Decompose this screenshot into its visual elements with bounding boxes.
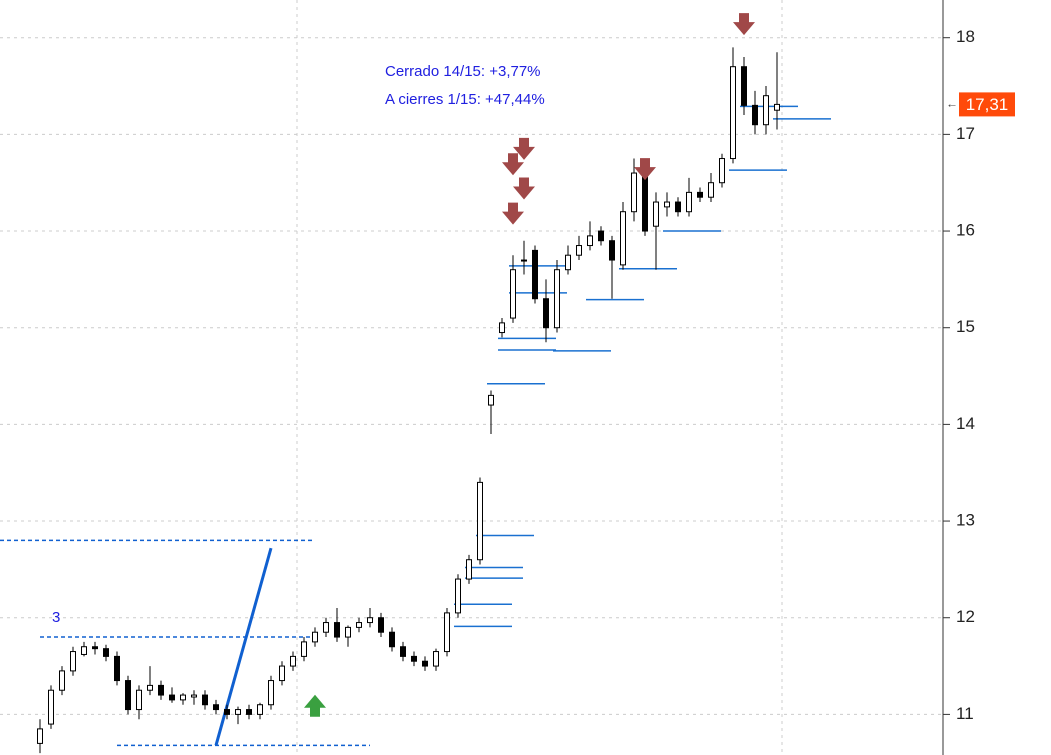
sell-signal bbox=[733, 13, 755, 36]
candle-body bbox=[719, 158, 725, 184]
candle-body bbox=[730, 66, 736, 160]
candle-body bbox=[741, 66, 747, 106]
candle-body bbox=[224, 709, 230, 715]
y-tick-label: 13 bbox=[956, 511, 975, 530]
candle-body bbox=[521, 259, 527, 262]
candle-body bbox=[213, 704, 219, 711]
sell-signal bbox=[502, 202, 524, 225]
price-tag bbox=[959, 92, 1015, 117]
sell-signal bbox=[634, 158, 656, 181]
trend-line bbox=[214, 547, 273, 746]
candle-body bbox=[114, 655, 120, 682]
candle-body bbox=[334, 622, 340, 638]
price-pointer: ← bbox=[946, 97, 958, 111]
candle-body bbox=[37, 728, 43, 744]
candle-body bbox=[169, 694, 175, 701]
y-tick-label: 12 bbox=[956, 607, 975, 626]
marker-label: 3 bbox=[52, 609, 60, 626]
y-tick-label: 18 bbox=[956, 27, 975, 46]
candle-body bbox=[92, 646, 98, 650]
candle-body bbox=[774, 103, 780, 111]
y-tick-label: 16 bbox=[956, 221, 975, 240]
candle-body bbox=[158, 684, 164, 696]
candle-body bbox=[235, 709, 241, 715]
candle-body bbox=[686, 191, 692, 213]
y-tick-label: 11 bbox=[956, 704, 974, 723]
candle-body bbox=[147, 684, 153, 691]
candle-body bbox=[598, 230, 604, 242]
candle-body bbox=[422, 660, 428, 667]
candle-body bbox=[70, 651, 76, 672]
annotation: A cierres 1/15: +47,44% bbox=[385, 91, 545, 108]
candle-body bbox=[48, 689, 54, 725]
candle-body bbox=[411, 655, 417, 662]
candle-body bbox=[466, 559, 472, 580]
sell-signal bbox=[502, 153, 524, 176]
candle-body bbox=[246, 709, 252, 715]
candle-body bbox=[279, 665, 285, 682]
candle-body bbox=[367, 617, 373, 624]
candle-body bbox=[653, 201, 659, 227]
candle-body bbox=[301, 641, 307, 657]
candle-body bbox=[587, 235, 593, 247]
y-tick-label: 17 bbox=[956, 124, 975, 143]
candle-body bbox=[565, 254, 571, 271]
candle-body bbox=[136, 689, 142, 711]
candle-body bbox=[444, 612, 450, 653]
candle-body bbox=[477, 481, 483, 561]
axis-panel bbox=[944, 0, 1051, 755]
candle-body bbox=[268, 680, 274, 706]
candle-body bbox=[202, 694, 208, 706]
price-tag-label: 17,31 bbox=[966, 95, 1009, 114]
sell-signal bbox=[513, 177, 535, 200]
candle-body bbox=[378, 617, 384, 633]
candle-body bbox=[312, 631, 318, 643]
candle-body bbox=[389, 631, 395, 648]
annotation: Cerrado 14/15: +3,77% bbox=[385, 63, 541, 80]
y-tick-label: 14 bbox=[956, 414, 975, 433]
candle-body bbox=[323, 622, 329, 633]
candle-body bbox=[554, 269, 560, 329]
candle-body bbox=[576, 245, 582, 256]
candle-body bbox=[664, 201, 670, 208]
candle-body bbox=[290, 655, 296, 667]
candle-body bbox=[510, 269, 516, 319]
candle-body bbox=[631, 172, 637, 213]
sell-signal bbox=[513, 137, 535, 160]
candle-body bbox=[180, 694, 186, 701]
candle-body bbox=[543, 298, 549, 329]
candle-body bbox=[356, 622, 362, 628]
candle-body bbox=[400, 646, 406, 657]
candle-body bbox=[620, 211, 626, 266]
candle-body bbox=[345, 626, 351, 638]
candle-body bbox=[697, 191, 703, 198]
candle-body bbox=[708, 182, 714, 198]
candle-body bbox=[59, 670, 65, 691]
candle-body bbox=[763, 95, 769, 126]
candle-body bbox=[125, 680, 131, 711]
candle-body bbox=[81, 646, 87, 655]
candle-body bbox=[609, 240, 615, 261]
candle-body bbox=[191, 694, 197, 698]
y-tick-label: 15 bbox=[956, 317, 975, 336]
candle-body bbox=[642, 172, 648, 232]
candle-body bbox=[675, 201, 681, 213]
candle-body bbox=[455, 578, 461, 614]
candle-body bbox=[488, 394, 494, 406]
candle-body bbox=[499, 322, 505, 334]
candle-body bbox=[752, 104, 758, 126]
plot bbox=[0, 13, 943, 754]
candle-body bbox=[433, 651, 439, 667]
buy-signal bbox=[304, 694, 326, 717]
candle-body bbox=[257, 704, 263, 715]
candle-body bbox=[103, 648, 109, 657]
candle-body bbox=[532, 249, 538, 300]
